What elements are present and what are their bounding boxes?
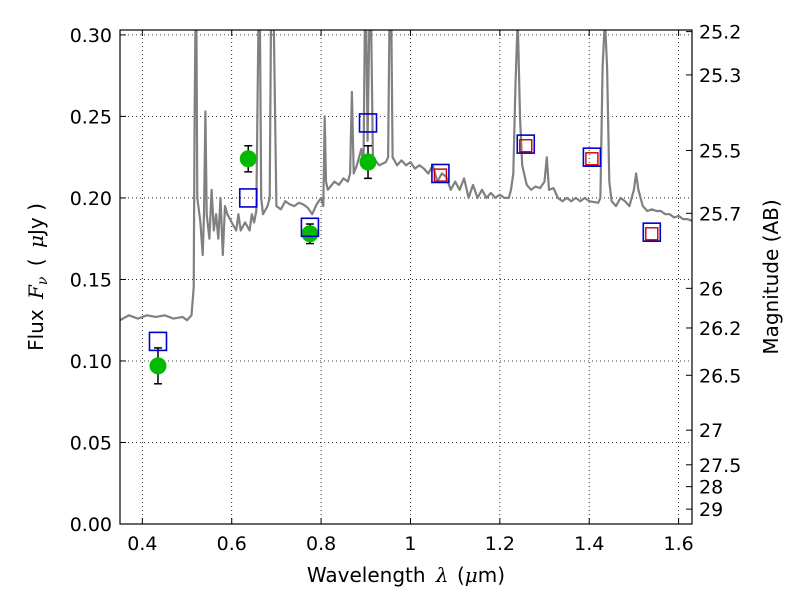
x-axis-title: Wavelength λ (μm): [307, 563, 505, 587]
mag-tick-label: 26.2: [699, 318, 741, 340]
model-photometry-ir-square: [585, 152, 599, 166]
y-tick-label: 0.10: [70, 351, 112, 373]
model-photometry-square: [582, 147, 602, 167]
mag-tick-label: 26: [699, 278, 723, 300]
x-axis-lambda: λ: [435, 563, 449, 587]
plot-frame: [119, 29, 693, 525]
ticks-layer: 0.4 0.6 0.8 1 1.2 1.4 1.6 0.00 0.05 0.10 0.15 0.20 0…: [70, 22, 742, 555]
observed-point: [149, 357, 167, 375]
y2-axis-title: Magnitude (AB): [759, 199, 783, 354]
x-tick-label: 1: [404, 533, 416, 555]
mag-tick-label: 25.3: [699, 65, 741, 87]
y-tick-label: 0.00: [70, 514, 112, 536]
model-photometry-square: [238, 188, 258, 208]
x-tick-label: 0.8: [306, 533, 336, 555]
model-photometry-ir-square: [519, 139, 533, 153]
x-axis-unit-open: (: [457, 563, 465, 587]
model-photometry-square: [516, 134, 536, 154]
model-photometry-square: [300, 217, 320, 238]
model-spectrum-line: [120, 30, 692, 322]
observed-point: [239, 150, 257, 168]
y-axis-unit-open: (: [24, 258, 48, 266]
x-axis-unit-close: m): [478, 563, 505, 587]
y-tick-label: 0.20: [70, 188, 112, 210]
model-photometry-square: [148, 331, 168, 352]
mag-tick-label: 25.2: [699, 22, 741, 44]
y-axis-flux-symbol: F: [24, 284, 48, 300]
observed-point: [301, 225, 319, 243]
model-photometry-square: [358, 113, 378, 133]
x-axis-label: Wavelength: [307, 563, 426, 587]
x-tick-label: 1.2: [485, 533, 515, 555]
y-tick-label: 0.25: [70, 106, 112, 128]
mag-tick-label: 29: [699, 499, 723, 521]
mag-tick-label: 26.5: [699, 365, 741, 387]
model-photometry-ir-square: [433, 168, 448, 182]
points-layer: [148, 113, 662, 385]
model-photometry-ir-square: [645, 227, 659, 241]
y-axis-unit-close: Jy ): [24, 203, 48, 237]
plot-background: [120, 30, 692, 524]
x-tick-label: 1.4: [574, 533, 604, 555]
x-tick-label: 0.4: [127, 533, 157, 555]
y-axis-label: Flux: [24, 309, 48, 351]
y-axis-flux-subscript: ν: [35, 276, 51, 285]
y-tick-label: 0.05: [70, 432, 112, 454]
mag-tick-label: 27.5: [699, 455, 741, 477]
y-tick-label: 0.15: [70, 269, 112, 291]
y-axis-unit-mu: μ: [24, 235, 48, 248]
y-axis-title: Flux Fν ( μJy ): [24, 203, 52, 351]
observed-point: [359, 153, 377, 171]
model-photometry-square: [431, 163, 450, 184]
mag-tick-label: 25.7: [699, 203, 741, 225]
model-photometry-square: [642, 222, 662, 242]
mag-tick-label: 25.5: [699, 140, 741, 162]
mag-tick-label: 27: [699, 420, 723, 442]
x-axis-unit-mu: μ: [465, 563, 478, 587]
x-tick-label: 0.6: [217, 533, 247, 555]
mag-tick-label: 28: [699, 477, 723, 499]
y-tick-label: 0.30: [70, 25, 112, 47]
x-tick-label: 1.6: [663, 533, 693, 555]
spectrum-layer: [120, 30, 692, 322]
